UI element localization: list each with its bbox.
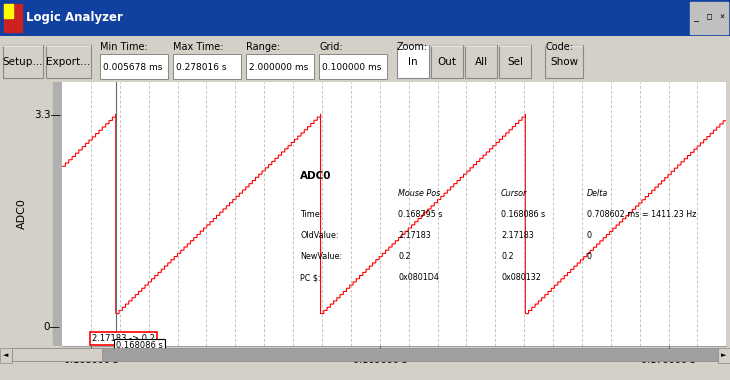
Bar bbox=[545, 45, 583, 47]
Text: 2.17183: 2.17183 bbox=[501, 231, 534, 240]
Text: Out: Out bbox=[437, 57, 456, 66]
Bar bbox=[100, 54, 168, 79]
Text: PC $:: PC $: bbox=[300, 273, 320, 282]
Text: Mouse Pos: Mouse Pos bbox=[399, 189, 441, 198]
Text: 2.17183: 2.17183 bbox=[399, 231, 431, 240]
Text: 2.17183 -> 0.2: 2.17183 -> 0.2 bbox=[93, 334, 155, 343]
Bar bbox=[246, 54, 314, 79]
Bar bbox=[12, 348, 102, 361]
Bar bbox=[46, 45, 91, 47]
Text: Range:: Range: bbox=[246, 41, 280, 52]
Bar bbox=[319, 54, 387, 79]
Text: Min Time:: Min Time: bbox=[100, 41, 147, 52]
Text: 0.168086 s: 0.168086 s bbox=[501, 210, 545, 219]
Text: OldValue:: OldValue: bbox=[300, 231, 339, 240]
Bar bbox=[499, 45, 531, 47]
Text: 0.168795 s: 0.168795 s bbox=[399, 210, 443, 219]
Bar bbox=[53, 82, 62, 346]
Text: 0.2: 0.2 bbox=[399, 252, 411, 261]
Text: 0: 0 bbox=[587, 252, 591, 261]
Text: Time:: Time: bbox=[300, 210, 323, 219]
Text: Sel: Sel bbox=[507, 57, 523, 66]
Text: Grid:: Grid: bbox=[319, 41, 342, 52]
Text: Zoom:: Zoom: bbox=[397, 41, 428, 52]
Bar bbox=[3, 45, 43, 47]
Text: 0x080132: 0x080132 bbox=[501, 273, 541, 282]
Bar bbox=[4, 3, 13, 18]
Text: 0.100000 ms: 0.100000 ms bbox=[322, 63, 381, 71]
Bar bbox=[718, 347, 730, 363]
Bar bbox=[690, 2, 702, 34]
Text: 0.2: 0.2 bbox=[501, 252, 514, 261]
Bar bbox=[716, 2, 728, 34]
Bar bbox=[0, 347, 12, 363]
Text: □: □ bbox=[707, 13, 712, 22]
Bar bbox=[3, 45, 43, 78]
Text: 2.000000 ms: 2.000000 ms bbox=[249, 63, 308, 71]
Bar bbox=[499, 45, 531, 78]
Text: ►: ► bbox=[721, 352, 726, 358]
Text: 0x0801D4: 0x0801D4 bbox=[399, 273, 439, 282]
Bar bbox=[431, 45, 463, 78]
Text: Delta: Delta bbox=[587, 189, 608, 198]
Text: NewValue:: NewValue: bbox=[300, 252, 342, 261]
Bar bbox=[12, 348, 718, 361]
Bar bbox=[397, 45, 429, 47]
Text: ×: × bbox=[720, 13, 724, 22]
Text: Logic Analyzer: Logic Analyzer bbox=[26, 11, 123, 24]
Text: ADC0: ADC0 bbox=[17, 198, 27, 229]
Text: Cursor: Cursor bbox=[501, 189, 527, 198]
Text: Show: Show bbox=[550, 57, 578, 66]
Text: Export...: Export... bbox=[47, 57, 91, 66]
Text: ◄: ◄ bbox=[4, 352, 9, 358]
Bar bbox=[703, 2, 715, 34]
Bar bbox=[46, 45, 91, 78]
Bar bbox=[465, 45, 497, 47]
Text: All: All bbox=[474, 57, 488, 66]
Text: _: _ bbox=[694, 13, 699, 22]
Text: Setup...: Setup... bbox=[3, 57, 43, 66]
Text: 0: 0 bbox=[587, 231, 591, 240]
Text: 0.168086 s: 0.168086 s bbox=[116, 340, 163, 350]
Bar bbox=[397, 45, 429, 78]
Text: 0.708602 ms = 1411.23 Hz: 0.708602 ms = 1411.23 Hz bbox=[587, 210, 696, 219]
Bar bbox=[545, 45, 583, 78]
Text: Max Time:: Max Time: bbox=[173, 41, 223, 52]
Bar bbox=[465, 45, 497, 78]
Text: Code:: Code: bbox=[545, 41, 573, 52]
Bar bbox=[4, 3, 22, 32]
Text: ADC0: ADC0 bbox=[300, 171, 331, 181]
Text: In: In bbox=[408, 57, 418, 66]
Bar bbox=[431, 45, 463, 47]
Bar bbox=[173, 54, 241, 79]
Text: 0.005678 ms: 0.005678 ms bbox=[103, 63, 162, 71]
Text: 0.278016 s: 0.278016 s bbox=[176, 63, 226, 71]
